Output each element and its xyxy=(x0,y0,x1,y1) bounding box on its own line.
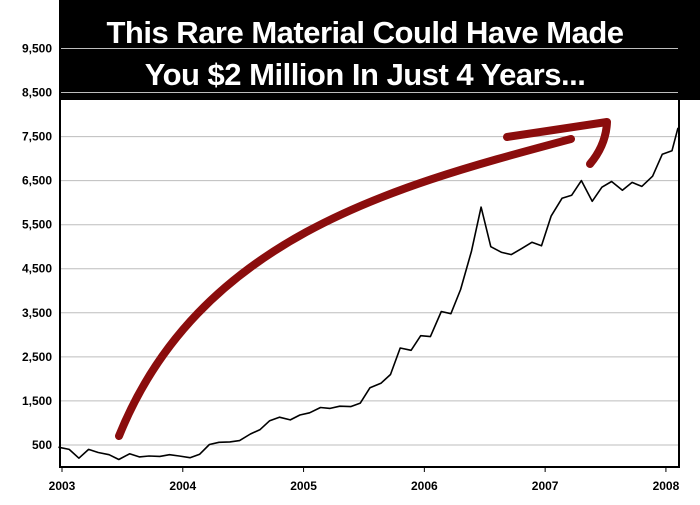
trend-arrow-head xyxy=(503,118,611,168)
headline-banner xyxy=(60,0,700,100)
y-tick-label: 3,500 xyxy=(22,306,52,320)
y-tick-label: 9,500 xyxy=(22,41,52,55)
x-axis: 2003 2004 2005 2006 2007 2008 xyxy=(49,467,680,493)
x-tick-label: 2008 xyxy=(653,479,680,493)
x-tick-label: 2003 xyxy=(49,479,76,493)
x-tick-label: 2006 xyxy=(411,479,438,493)
y-tick-label: 8,500 xyxy=(22,86,52,100)
y-tick-label: 2,500 xyxy=(22,350,52,364)
y-tick-label: 7,500 xyxy=(22,130,52,144)
gridlines xyxy=(60,47,679,446)
series-line xyxy=(58,127,679,461)
y-tick-label: 5,500 xyxy=(22,218,52,232)
y-axis: 500 1,500 2,500 3,500 4,500 5,500 6,500 7,500 8,… xyxy=(22,41,52,452)
plot-frame xyxy=(59,0,680,468)
trend-arrow xyxy=(115,118,611,440)
trend-arrow-curve xyxy=(115,135,575,440)
series-layer xyxy=(58,127,679,461)
y-tick-label: 6,500 xyxy=(22,174,52,188)
y-tick-label: 1,500 xyxy=(22,394,52,408)
y-tick-label: 4,500 xyxy=(22,262,52,276)
headline-line-2: You $2 Million In Just 4 Years... xyxy=(145,57,586,92)
headline-line-1: This Rare Material Could Have Made xyxy=(106,15,623,50)
y-tick-label: 500 xyxy=(32,438,52,452)
x-tick-label: 2005 xyxy=(290,479,317,493)
x-tick-label: 2007 xyxy=(532,479,559,493)
x-tick-label: 2004 xyxy=(169,479,196,493)
